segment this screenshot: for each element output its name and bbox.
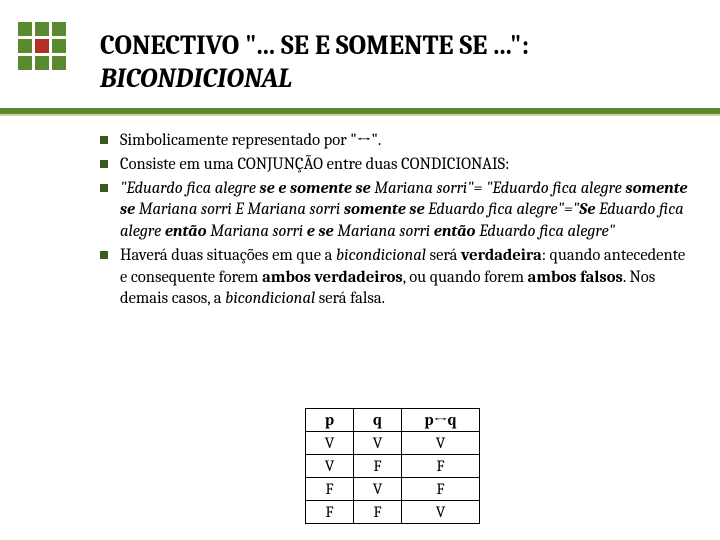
table-cell: F — [354, 501, 402, 524]
table-cell: V — [354, 432, 402, 455]
logo-cell — [35, 39, 49, 53]
table-cell: F — [402, 478, 480, 501]
bullet-item: Haverá duas situações em que a bicondici… — [100, 245, 690, 310]
logo-cell — [18, 56, 32, 70]
content-area: Simbolicamente representado por "↔". Con… — [100, 130, 690, 312]
bullet-marker-icon — [100, 160, 108, 168]
table-row: V V V — [306, 432, 480, 455]
table-cell: V — [402, 501, 480, 524]
bullet-marker-icon — [100, 136, 108, 144]
table-row: V F F — [306, 455, 480, 478]
bullet-item: Consiste em uma CONJUNÇÃO entre duas CON… — [100, 154, 690, 176]
table-header-cell: q — [354, 409, 402, 432]
bullet-item: Simbolicamente representado por "↔". — [100, 130, 690, 152]
logo-cell — [35, 22, 49, 36]
table-header-cell: p — [306, 409, 354, 432]
bullet-text: "Eduardo fica alegre se e somente se Mar… — [120, 178, 690, 243]
bullet-marker-icon — [100, 251, 108, 259]
title-line-1: CONECTIVO "... SE E SOMENTE SE ...": — [100, 30, 700, 61]
bullet-item: "Eduardo fica alegre se e somente se Mar… — [100, 178, 690, 243]
title-underline — [0, 108, 720, 114]
logo-cell — [52, 22, 66, 36]
truth-table: p q p↔q V V V V F F F V F F F V — [305, 408, 480, 524]
logo-cell — [18, 39, 32, 53]
table-cell: F — [354, 455, 402, 478]
table-cell: F — [402, 455, 480, 478]
table-cell: V — [354, 478, 402, 501]
logo-cell — [35, 56, 49, 70]
bullet-text: Simbolicamente representado por "↔". — [120, 130, 690, 152]
logo-cell — [52, 39, 66, 53]
table-cell: V — [402, 432, 480, 455]
table-cell: F — [306, 478, 354, 501]
slide-title: CONECTIVO "... SE E SOMENTE SE ...": BIC… — [100, 30, 700, 94]
table-cell: V — [306, 432, 354, 455]
table-cell: V — [306, 455, 354, 478]
bullet-text: Consiste em uma CONJUNÇÃO entre duas CON… — [120, 154, 690, 176]
table-row: F V F — [306, 478, 480, 501]
table-cell: F — [306, 501, 354, 524]
logo-grid — [18, 22, 66, 70]
bullet-marker-icon — [100, 184, 108, 192]
table-header-cell: p↔q — [402, 409, 480, 432]
logo-cell — [52, 56, 66, 70]
title-line-2: BICONDICIONAL — [100, 63, 700, 94]
table-row: F F V — [306, 501, 480, 524]
logo-cell — [18, 22, 32, 36]
bullet-text: Haverá duas situações em que a bicondici… — [120, 245, 690, 310]
table-header-row: p q p↔q — [306, 409, 480, 432]
